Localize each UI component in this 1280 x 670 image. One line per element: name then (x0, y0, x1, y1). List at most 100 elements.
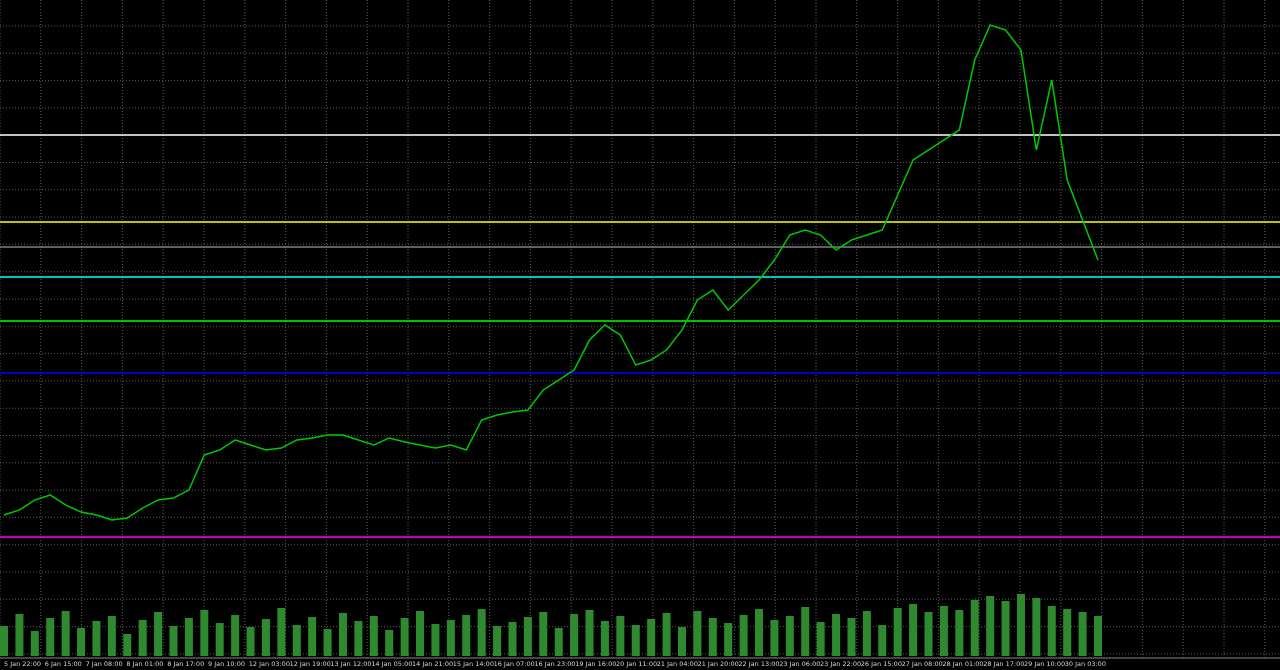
x-tick-label: 14 Jan 21:00 (412, 660, 453, 668)
volume-bar (554, 628, 563, 656)
volume-bar (15, 614, 24, 656)
x-tick-label: 15 Jan 14:00 (453, 660, 494, 668)
x-tick-label: 22 Jan 13:00 (738, 660, 779, 668)
volume-bar (677, 627, 686, 656)
volume-bar (169, 626, 178, 656)
volume-bar (862, 611, 871, 656)
volume-bar (647, 619, 656, 656)
volume-bar (1078, 612, 1087, 656)
volume-bar (785, 616, 794, 656)
volume-bar (123, 634, 132, 656)
volume-bar (431, 624, 440, 656)
x-tick-label: 14 Jan 05:00 (371, 660, 412, 668)
x-tick-label: 29 Jan 10:00 (1024, 660, 1065, 668)
volume-bar (477, 609, 486, 656)
volume-bar (61, 611, 70, 656)
volume-bar (369, 616, 378, 656)
volume-bar (200, 610, 209, 656)
volume-bar (385, 630, 394, 656)
volume-bar (832, 614, 841, 656)
volume-bar (107, 616, 116, 656)
volume-bar (986, 596, 995, 656)
volume-bar (1016, 594, 1025, 656)
volume-bar (462, 615, 471, 656)
x-tick-label: 8 Jan 17:00 (167, 660, 204, 668)
volume-bar (231, 615, 240, 656)
volume-bar (1001, 601, 1010, 656)
volume-bar (338, 613, 347, 656)
volume-bar (693, 611, 702, 656)
volume-bar (1032, 598, 1041, 656)
x-tick-label: 12 Jan 03:00 (249, 660, 290, 668)
volume-bar (924, 612, 933, 656)
volume-bar (816, 622, 825, 656)
x-tick-label: 5 Jan 22:00 (4, 660, 41, 668)
x-tick-label: 21 Jan 20:00 (698, 660, 739, 668)
volume-bar (184, 618, 193, 656)
volume-bar (878, 625, 887, 656)
volume-bar (30, 631, 39, 656)
volume-bar (354, 621, 363, 656)
volume-bar (416, 611, 425, 656)
volume-bar (616, 616, 625, 656)
x-tick-label: 9 Jan 10:00 (208, 660, 245, 668)
x-tick-label: 6 Jan 15:00 (45, 660, 82, 668)
x-tick-label: 23 Jan 22:00 (820, 660, 861, 668)
volume-bar (909, 604, 918, 656)
volume-bar (261, 619, 270, 656)
x-tick-label: 21 Jan 04:00 (657, 660, 698, 668)
x-tick-label: 27 Jan 08:00 (902, 660, 943, 668)
volume-bar (77, 628, 86, 656)
x-tick-label: 7 Jan 08:00 (86, 660, 123, 668)
volume-bar (739, 615, 748, 656)
volume-bar (939, 606, 948, 656)
volume-bar (708, 618, 717, 656)
volume-bar (400, 618, 409, 656)
x-tick-label: 26 Jan 15:00 (861, 660, 902, 668)
x-tick-label: 23 Jan 06:00 (779, 660, 820, 668)
volume-bar (662, 613, 671, 656)
volume-bar (523, 617, 532, 656)
volume-bar (215, 623, 224, 656)
x-tick-label: 28 Jan 17:00 (983, 660, 1024, 668)
volume-bar (323, 629, 332, 656)
volume-bar (801, 607, 810, 656)
volume-bar (893, 608, 902, 656)
volume-bar (138, 620, 147, 656)
volume-bar (847, 618, 856, 656)
volume-bar (92, 621, 101, 656)
volume-bar (508, 622, 517, 656)
x-tick-label: 30 Jan 03:00 (1065, 660, 1106, 668)
volume-bar (755, 609, 764, 656)
x-tick-label: 20 Jan 11:00 (616, 660, 657, 668)
volume-bar (600, 621, 609, 656)
volume-bar (570, 614, 579, 656)
volume-bar (955, 610, 964, 656)
volume-bar (724, 623, 733, 656)
volume-bar (493, 626, 502, 656)
volume-bar (585, 610, 594, 656)
x-tick-label: 19 Jan 16:00 (575, 660, 616, 668)
volume-bar (631, 625, 640, 656)
volume-bar (246, 627, 255, 656)
price-line (3, 24, 1099, 521)
volume-bar (446, 620, 455, 656)
volume-bar (292, 625, 301, 656)
volume-bar (539, 612, 548, 656)
volume-bar (770, 620, 779, 656)
volume-bar (1094, 616, 1102, 656)
volume-bar (970, 600, 979, 656)
x-tick-label: 28 Jan 01:00 (942, 660, 983, 668)
volume-bar (46, 618, 55, 656)
x-tick-label: 12 Jan 19:00 (290, 660, 331, 668)
volume-bar (277, 608, 286, 656)
volume-bar (308, 617, 317, 656)
x-tick-label: 8 Jan 01:00 (126, 660, 163, 668)
x-tick-label: 16 Jan 07:00 (494, 660, 535, 668)
x-tick-label: 13 Jan 12:00 (330, 660, 371, 668)
volume-bar (1063, 609, 1072, 656)
volume-bar (1047, 606, 1056, 656)
x-tick-label: 16 Jan 23:00 (534, 660, 575, 668)
